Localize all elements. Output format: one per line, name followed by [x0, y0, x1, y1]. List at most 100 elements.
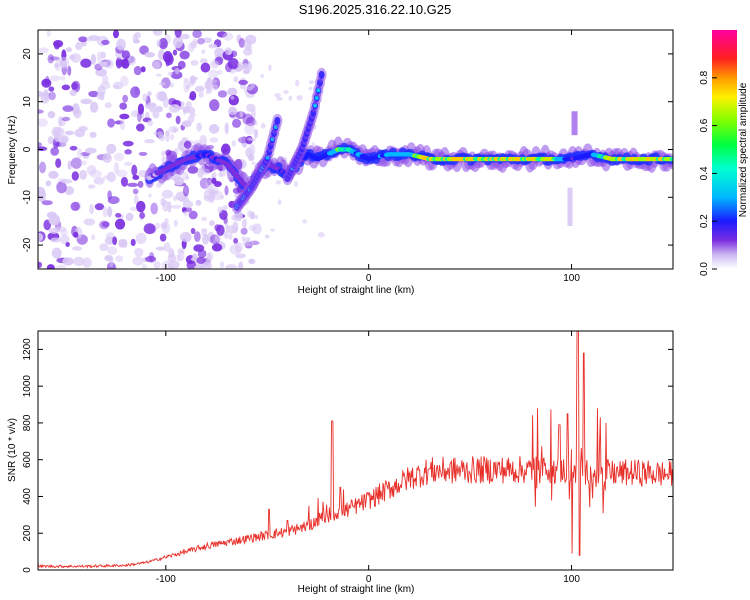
- noise-blob: [99, 220, 110, 230]
- noise-blob: [230, 68, 236, 74]
- noise-blob: [70, 157, 82, 169]
- noise-blob: [152, 30, 163, 36]
- noise-blob: [174, 30, 182, 38]
- noise-blob: [220, 143, 231, 156]
- noise-blob: [99, 243, 109, 252]
- noise-blob: [161, 189, 174, 199]
- ridge-band: [144, 136, 673, 198]
- noise-blob: [80, 160, 87, 166]
- spectrogram-y-tick-label: -20: [22, 237, 33, 252]
- noise-blob: [233, 237, 239, 244]
- noise-blob: [188, 80, 195, 87]
- noise-blob: [144, 139, 156, 144]
- snr-y-tick-label: 1000: [22, 375, 33, 398]
- noise-blob: [114, 218, 126, 230]
- noise-blob: [170, 133, 174, 141]
- noise-blob: [294, 180, 299, 187]
- noise-blob: [41, 79, 51, 85]
- noise-blob: [208, 79, 218, 84]
- noise-blob: [89, 204, 94, 215]
- noise-blob: [64, 185, 75, 196]
- noise-blob: [295, 79, 300, 87]
- noise-blob: [102, 205, 108, 218]
- noise-blob: [120, 176, 129, 187]
- snr-x-tick-label: 0: [366, 574, 372, 585]
- noise-blob: [153, 261, 161, 269]
- noise-blob: [114, 152, 125, 162]
- noise-blob: [47, 54, 55, 64]
- noise-blob: [211, 177, 217, 184]
- noise-blob: [308, 86, 313, 91]
- noise-blob: [231, 140, 236, 147]
- noise-blob: [47, 136, 54, 145]
- snr-x-tick-label: -100: [156, 574, 176, 585]
- noise-blob: [254, 120, 258, 126]
- noise-blob: [224, 122, 229, 135]
- noise-blob: [69, 145, 78, 151]
- noise-blob: [106, 171, 116, 183]
- noise-blob: [182, 184, 190, 197]
- snr-y-tick-label: 0: [22, 567, 33, 573]
- noise-blob: [46, 264, 55, 269]
- colorbar-tick-label: 0.4: [699, 166, 710, 180]
- noise-blob: [146, 102, 157, 108]
- noise-blob: [94, 203, 105, 211]
- noise-blob: [72, 246, 83, 251]
- colorbar: 0.0 0.2 0.4 0.6 0.8 Normalized spectral ampl…: [699, 30, 749, 276]
- noise-blob: [222, 32, 234, 41]
- noise-blob: [115, 57, 123, 69]
- noise-blob: [101, 39, 110, 45]
- noise-blob: [122, 140, 134, 147]
- noise-blob: [238, 37, 246, 48]
- noise-blob: [253, 128, 259, 139]
- noise-blob: [223, 216, 228, 225]
- noise-blob: [212, 84, 219, 91]
- noise-blob: [93, 177, 105, 185]
- noise-blob: [194, 76, 199, 80]
- noise-blob: [48, 170, 59, 179]
- noise-blob: [88, 35, 101, 41]
- noise-blob: [243, 48, 253, 56]
- noise-blob: [224, 47, 232, 56]
- noise-blob: [250, 137, 257, 142]
- noise-blob: [201, 216, 208, 222]
- noise-blob: [194, 264, 204, 269]
- noise-blob: [190, 113, 196, 118]
- noise-blob: [162, 200, 170, 212]
- noise-blob: [139, 212, 146, 219]
- noise-blob: [234, 242, 243, 253]
- noise-blob: [53, 39, 64, 48]
- noise-blob: [107, 118, 115, 128]
- noise-blob: [152, 110, 160, 119]
- noise-blob: [183, 210, 188, 216]
- noise-blob: [155, 246, 166, 251]
- noise-blob: [67, 160, 72, 170]
- noise-blob: [62, 105, 74, 113]
- noise-blob: [59, 234, 70, 245]
- noise-blob: [134, 247, 144, 257]
- noise-blob: [121, 50, 130, 60]
- noise-blob: [156, 39, 161, 48]
- noise-blob: [207, 87, 213, 94]
- spectrogram-y-tick-label: -10: [22, 190, 33, 205]
- noise-blob: [203, 168, 210, 175]
- noise-blob: [277, 199, 282, 206]
- noise-blob: [59, 56, 70, 69]
- noise-blob: [302, 219, 307, 224]
- spectrogram-marks: [38, 30, 673, 269]
- noise-blob: [182, 200, 194, 209]
- noise-blob: [275, 180, 282, 185]
- noise-blob: [65, 241, 70, 248]
- noise-blob: [51, 247, 62, 259]
- colorbar-ticks: 0.0 0.2 0.4 0.6 0.8: [699, 70, 717, 276]
- noise-blob: [115, 212, 122, 218]
- noise-blob: [41, 200, 53, 206]
- noise-blob: [228, 233, 233, 240]
- noise-blob: [101, 221, 110, 228]
- noise-blob: [46, 30, 51, 37]
- noise-blob: [181, 120, 192, 128]
